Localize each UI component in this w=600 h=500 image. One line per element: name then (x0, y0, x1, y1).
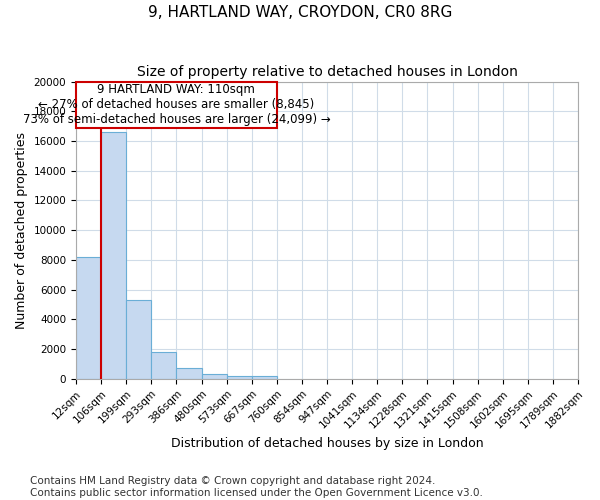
Bar (76, 257, 101, 379)
Title: Size of property relative to detached houses in London: Size of property relative to detached ho… (137, 65, 517, 79)
Text: 9 HARTLAND WAY: 110sqm
← 27% of detached houses are smaller (8,845)
73% of semi-: 9 HARTLAND WAY: 110sqm ← 27% of detached… (23, 83, 330, 126)
X-axis label: Distribution of detached houses by size in London: Distribution of detached houses by size … (170, 437, 483, 450)
FancyBboxPatch shape (76, 82, 277, 128)
Bar (101, 132, 126, 379)
Bar (151, 352, 176, 379)
Bar (176, 368, 202, 379)
Text: 9, HARTLAND WAY, CROYDON, CR0 8RG: 9, HARTLAND WAY, CROYDON, CR0 8RG (148, 5, 452, 20)
Bar (227, 376, 252, 379)
Bar (202, 374, 227, 379)
Bar (252, 376, 277, 379)
Bar (126, 300, 151, 379)
Y-axis label: Number of detached properties: Number of detached properties (15, 132, 28, 328)
Text: Contains HM Land Registry data © Crown copyright and database right 2024.
Contai: Contains HM Land Registry data © Crown c… (30, 476, 483, 498)
